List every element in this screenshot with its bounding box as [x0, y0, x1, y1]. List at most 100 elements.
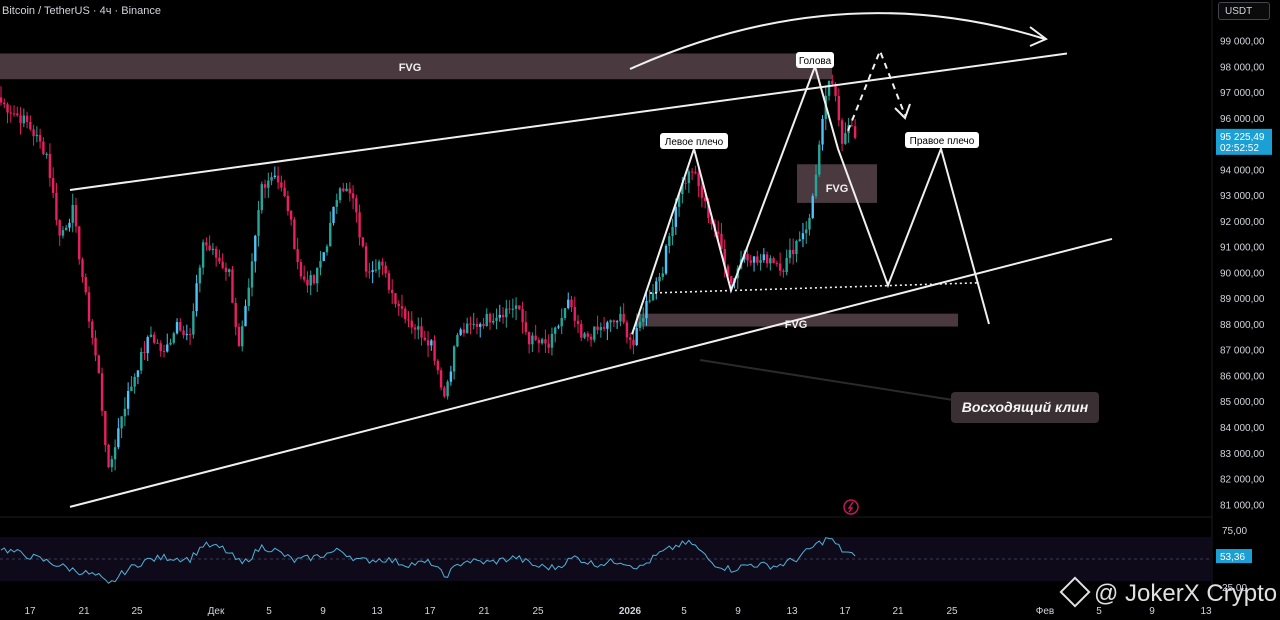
candle: [29, 115, 32, 131]
candle: [671, 218, 674, 246]
candle-body: [791, 249, 795, 255]
candle-body: [146, 337, 149, 354]
candle: [628, 332, 632, 350]
candle: [482, 317, 485, 329]
candle-body: [765, 254, 769, 264]
candle-body: [547, 343, 550, 348]
candle-body: [397, 303, 400, 307]
candle: [580, 320, 583, 342]
candle-body: [345, 188, 348, 192]
candle-body: [622, 313, 625, 323]
candle: [694, 165, 697, 175]
candle-body: [635, 327, 638, 345]
candle: [45, 152, 48, 159]
candle-body: [687, 171, 691, 184]
candle-body: [208, 245, 211, 251]
candle: [769, 255, 772, 271]
candle-body: [495, 317, 498, 321]
candle: [423, 330, 426, 341]
wedge-label: Восходящий клин: [951, 392, 1099, 423]
candle: [557, 324, 560, 330]
candle-body: [175, 322, 179, 334]
candle: [785, 249, 788, 276]
candle-body: [612, 320, 616, 323]
candle-body: [123, 408, 127, 417]
candle: [791, 238, 795, 265]
candle-body: [25, 115, 29, 122]
candle: [68, 218, 71, 232]
candle-body: [283, 187, 286, 196]
candle-body: [58, 220, 61, 236]
candle-body: [645, 301, 648, 319]
time-tick-label: 13: [786, 606, 798, 617]
candle-body: [139, 351, 143, 371]
candle-body: [322, 252, 325, 262]
candle: [329, 211, 332, 247]
candle-body: [726, 266, 730, 277]
rsi-axis: 75,00 25,00 53,36: [1216, 526, 1252, 594]
candle-body: [296, 249, 299, 263]
candle-body: [387, 273, 391, 290]
candle: [756, 250, 759, 266]
candle: [192, 303, 195, 339]
candle-body: [527, 332, 531, 345]
candle: [514, 297, 518, 321]
price-tick-label: 96 000,00: [1220, 114, 1265, 125]
candle: [426, 331, 430, 357]
candle-body: [381, 261, 384, 266]
candle: [42, 137, 45, 156]
candle-body: [808, 217, 811, 230]
candle-body: [655, 281, 658, 293]
candle: [182, 325, 185, 339]
candle-body: [436, 360, 440, 371]
candle-body: [730, 276, 733, 283]
currency-selector[interactable]: USDT: [1218, 2, 1270, 20]
candle-body: [306, 279, 309, 286]
candle-body: [521, 309, 524, 323]
price-tick-label: 99 000,00: [1220, 37, 1265, 48]
candle-body: [273, 175, 277, 178]
candle-body: [801, 233, 805, 240]
candle-body: [492, 320, 495, 323]
candle: [700, 181, 704, 208]
candle-body: [615, 321, 619, 323]
candle-body: [518, 305, 521, 310]
arc-arrow: [629, 12, 1046, 70]
price-tick-label: 98 000,00: [1220, 62, 1265, 73]
candle-body: [156, 342, 159, 344]
time-tick-label: Фев: [1036, 606, 1054, 617]
candle: [811, 193, 814, 220]
candle-body: [364, 246, 368, 272]
candle: [443, 385, 446, 399]
rsi-value-text: 53,36: [1220, 552, 1245, 563]
candle: [547, 334, 550, 354]
rsi-level-top: 75,00: [1222, 526, 1247, 537]
candle: [198, 264, 202, 293]
candle-body: [404, 308, 407, 320]
candle-body: [257, 210, 260, 236]
candle: [58, 219, 61, 246]
candle-body: [488, 313, 492, 323]
candle: [462, 322, 466, 337]
candle: [208, 235, 211, 252]
candle: [335, 193, 338, 214]
candle-body: [690, 171, 694, 173]
candle: [263, 179, 267, 199]
time-tick-label: 5: [1096, 606, 1102, 617]
candle-body: [198, 267, 202, 284]
price-tick-label: 90 000,00: [1220, 268, 1265, 279]
candle: [120, 416, 123, 439]
time-tick-label: 9: [1149, 606, 1155, 617]
candle-body: [325, 246, 329, 253]
price-tick-label: 88 000,00: [1220, 320, 1265, 331]
candle-body: [596, 326, 599, 331]
fvg-label-low: FVG: [785, 319, 808, 331]
candle-body: [505, 308, 508, 318]
candle-body: [97, 355, 100, 374]
candle: [798, 231, 801, 242]
candle: [827, 80, 831, 101]
candle: [527, 331, 531, 354]
candle: [185, 324, 189, 341]
candle: [615, 319, 619, 329]
